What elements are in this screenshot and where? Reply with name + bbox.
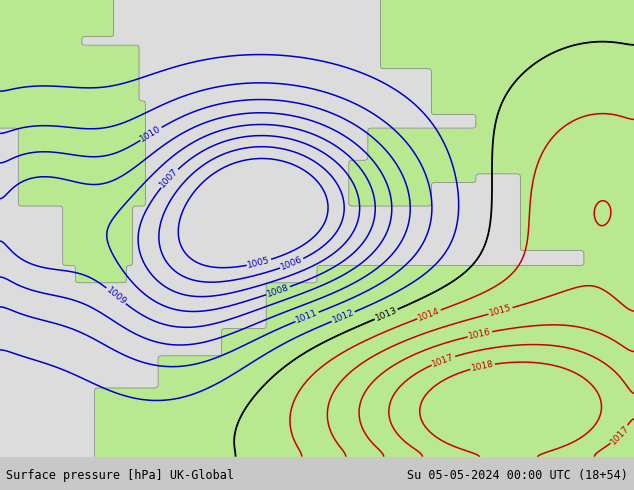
Text: 1016: 1016 [468, 327, 492, 341]
Text: 1018: 1018 [470, 360, 495, 373]
Text: 1014: 1014 [417, 306, 441, 322]
Text: 1017: 1017 [609, 423, 631, 446]
Text: 1006: 1006 [280, 255, 304, 272]
Text: 1007: 1007 [158, 167, 180, 190]
Text: Su 05-05-2024 00:00 UTC (18+54): Su 05-05-2024 00:00 UTC (18+54) [407, 468, 628, 482]
Text: Surface pressure [hPa] UK-Global: Surface pressure [hPa] UK-Global [6, 468, 235, 482]
Text: 1012: 1012 [331, 308, 356, 325]
Text: 1010: 1010 [139, 124, 163, 144]
Text: 1008: 1008 [266, 283, 290, 299]
Text: 1011: 1011 [295, 308, 320, 325]
Text: 1015: 1015 [488, 303, 513, 318]
Text: 1009: 1009 [105, 285, 128, 307]
Text: 1013: 1013 [374, 306, 398, 323]
Text: 1005: 1005 [247, 256, 271, 270]
Text: 1017: 1017 [431, 352, 456, 368]
